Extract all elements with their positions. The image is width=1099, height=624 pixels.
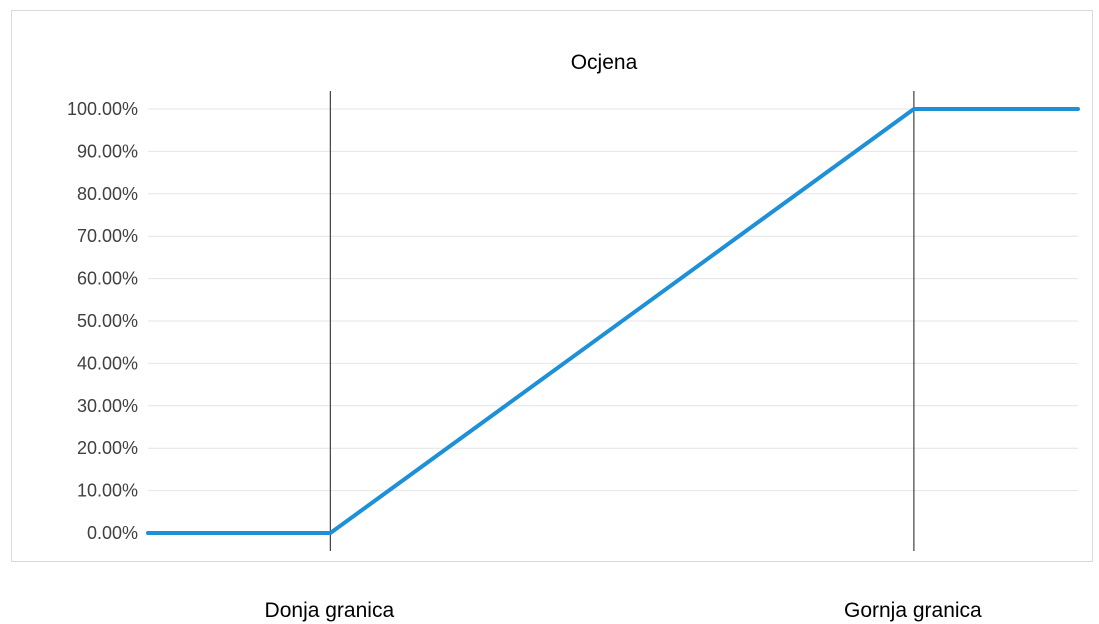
y-tick-label: 10.00% [77,481,138,501]
series-lines [146,107,1080,535]
boundary-label: Gornja granica [844,599,982,622]
boundary-markers [329,91,915,551]
y-axis-tick-labels: 0.00% 10.00% 20.00% 30.00% 40.00% 50.00% 60.00… [67,99,138,543]
y-tick-label: 80.00% [77,184,138,204]
y-tick-label: 60.00% [77,269,138,289]
boundary-label: Donja granica [265,599,395,622]
y-tick-label: 40.00% [77,353,138,373]
chart-area: Ocjena 0.00% 10.00% 20.00% 30.00% 40.00% 50.0… [11,10,1093,562]
y-tick-label: 30.00% [77,396,138,416]
y-tick-label: 20.00% [77,438,138,458]
y-tick-label: 100.00% [67,99,138,119]
series-line [146,107,1080,535]
y-tick-label: 70.00% [77,226,138,246]
y-tick-label: 90.00% [77,141,138,161]
y-tick-label: 0.00% [87,523,138,543]
chart-canvas: Ocjena 0.00% 10.00% 20.00% 30.00% 40.00% 50.0… [67,51,1080,551]
gridlines [148,108,1078,492]
chart-title: Ocjena [571,51,638,74]
y-tick-label: 50.00% [77,311,138,331]
